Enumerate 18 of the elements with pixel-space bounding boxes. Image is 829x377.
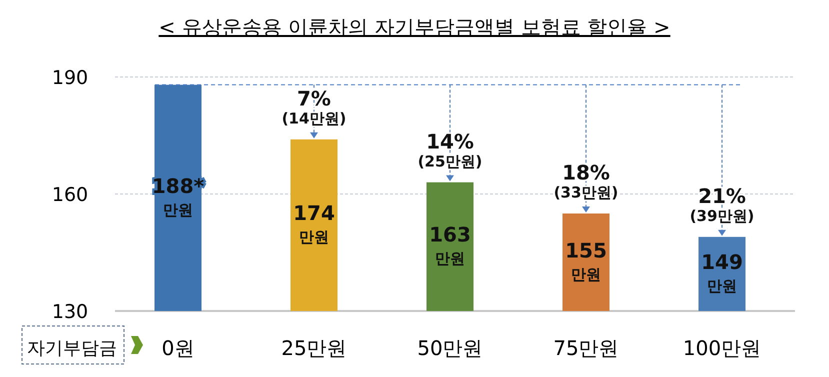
y-tick-label: 160 <box>52 184 88 206</box>
chart-title: < 유상운송용 이륜차의 자기부담금액별 보험료 할인율 > <box>158 15 670 39</box>
y-tick-label: 190 <box>52 67 88 89</box>
data-label: 174 만원 <box>293 201 335 246</box>
data-label: 155 만원 <box>565 238 607 284</box>
y-tick-label: 130 <box>52 301 88 323</box>
x-tick-label: 25만원 <box>281 336 347 360</box>
x-tick-label: 0원 <box>162 336 194 360</box>
annotation: 14% (25만원) <box>418 129 482 170</box>
annotation: 7% (14만원) <box>282 86 346 128</box>
x-tick-label: 100만원 <box>682 336 762 360</box>
annotation: 21% (39만원) <box>690 184 754 225</box>
x-tick-label: 75만원 <box>553 336 619 360</box>
x-tick-label: 50만원 <box>417 336 483 360</box>
annotation: 18% (33만원) <box>554 160 618 202</box>
data-label: 163 만원 <box>429 222 471 268</box>
x-axis-title: 자기부담금 <box>27 338 117 359</box>
data-label: 149 만원 <box>701 250 743 295</box>
